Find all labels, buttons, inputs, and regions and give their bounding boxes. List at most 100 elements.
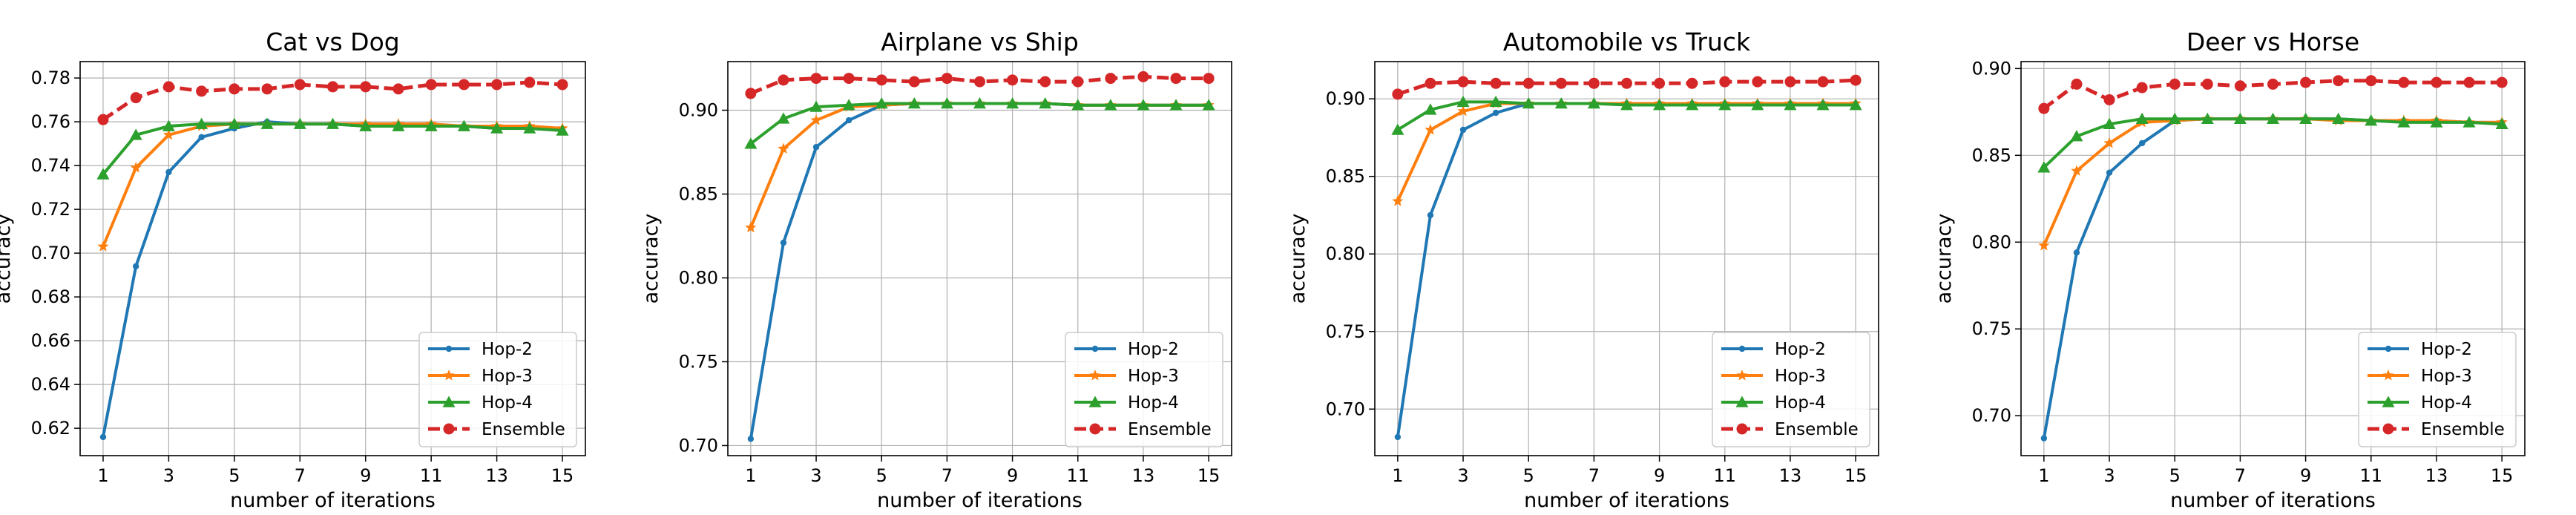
data-point-ensemble <box>1719 76 1731 88</box>
x-tick-label: 11 <box>1713 465 1736 486</box>
axes-frame <box>1374 61 1879 456</box>
data-point-ensemble <box>458 79 470 91</box>
data-point-hop-4 <box>1489 95 1502 108</box>
data-point-hop-4 <box>1751 99 1764 111</box>
chart-title: Cat vs Dog <box>266 27 399 56</box>
data-point-ensemble <box>1392 88 1404 100</box>
data-point-hop-4 <box>1071 99 1085 111</box>
legend-box <box>2358 332 2517 447</box>
data-point-ensemble <box>1457 76 1469 88</box>
x-tick-label: 5 <box>2169 465 2181 486</box>
data-point-ensemble <box>2463 76 2475 88</box>
data-point-hop-4 <box>2037 161 2051 173</box>
data-point-hop-2 <box>198 134 205 140</box>
y-tick-label: 0.75 <box>1972 318 2011 339</box>
series-hop-3 <box>2038 113 2508 251</box>
data-point-hop-4 <box>2201 112 2214 124</box>
legend-marker <box>445 345 453 352</box>
legend-marker <box>1089 423 1101 435</box>
data-point-ensemble <box>2300 76 2312 88</box>
data-point-ensemble <box>1784 76 1796 88</box>
series-line-hop-3 <box>1396 102 1856 202</box>
data-point-hop-4 <box>809 100 823 112</box>
legend-label: Hop-2 <box>482 340 533 359</box>
chart-panel-1: 1 3 5 7 9 11 13 150.620.640.660.680.700.720.740… <box>0 27 586 512</box>
data-point-hop-4 <box>907 96 921 109</box>
data-point-hop-4 <box>875 96 888 109</box>
x-tick-label: 13 <box>1779 465 1802 486</box>
legend-label: Hop-3 <box>1775 367 1826 386</box>
data-point-ensemble <box>327 81 338 93</box>
data-point-ensemble <box>2201 78 2213 90</box>
y-tick-label: 0.90 <box>1326 88 1365 109</box>
x-tick-label: 1 <box>2038 465 2049 486</box>
data-point-ensemble <box>1105 73 1117 85</box>
data-point-hop-4 <box>129 128 142 140</box>
data-point-hop-4 <box>2430 116 2443 128</box>
data-point-hop-2 <box>99 433 107 441</box>
data-point-ensemble <box>2496 76 2508 88</box>
data-point-hop-3 <box>1392 195 1404 206</box>
x-tick-label: 9 <box>1007 465 1018 486</box>
data-point-ensemble <box>1007 74 1019 86</box>
data-point-hop-4 <box>1522 96 1535 109</box>
x-axis-label: number of iterations <box>877 489 1082 512</box>
data-point-hop-4 <box>2135 112 2149 124</box>
x-tick-label: 3 <box>810 465 821 486</box>
data-point-hop-3 <box>97 240 109 252</box>
x-tick-label: 15 <box>551 465 574 486</box>
data-point-hop-4 <box>1006 96 1019 109</box>
data-point-ensemble <box>524 76 536 88</box>
data-point-hop-4 <box>523 122 536 134</box>
data-point-hop-2 <box>812 144 820 151</box>
y-tick-label: 0.85 <box>679 184 718 205</box>
data-point-ensemble <box>2267 78 2278 90</box>
data-point-hop-4 <box>293 117 306 129</box>
x-tick-label: 3 <box>1457 465 1468 486</box>
legend-marker <box>1735 396 1749 407</box>
series-hop-4 <box>744 96 1215 149</box>
data-point-hop-4 <box>1424 103 1437 115</box>
legend-box <box>1065 332 1223 447</box>
series-ensemble <box>1392 74 1862 100</box>
data-point-ensemble <box>875 74 887 86</box>
legend-marker <box>1736 423 1748 435</box>
data-point-hop-4 <box>2495 117 2508 130</box>
series-ensemble <box>745 70 1215 99</box>
data-point-hop-4 <box>96 168 110 180</box>
data-point-hop-2 <box>2073 249 2080 256</box>
legend-item-hop-2: Hop-2 <box>1074 340 1179 359</box>
data-point-ensemble <box>974 76 985 88</box>
data-point-hop-2 <box>1492 109 1499 117</box>
x-tick-label: 1 <box>1392 465 1403 486</box>
data-point-ensemble <box>97 114 109 125</box>
y-tick-label: 0.70 <box>1972 405 2011 426</box>
legend-label: Ensemble <box>1128 420 1212 439</box>
y-axis-label: accuracy <box>0 214 15 304</box>
data-point-ensemble <box>425 79 437 91</box>
legend-item-hop-2: Hop-2 <box>2368 340 2472 359</box>
data-point-hop-4 <box>1620 99 1633 111</box>
y-tick-label: 0.74 <box>31 155 70 176</box>
data-point-ensemble <box>2071 78 2083 90</box>
y-tick-label: 0.75 <box>1326 321 1365 342</box>
data-point-ensemble <box>2038 102 2050 114</box>
legend-label: Hop-2 <box>2421 340 2472 359</box>
x-axis-label: number of iterations <box>1524 489 1729 512</box>
data-point-hop-3 <box>1457 105 1469 117</box>
data-point-ensemble <box>162 81 174 93</box>
data-point-ensemble <box>2398 76 2410 88</box>
data-point-ensemble <box>1621 77 1632 89</box>
data-point-hop-2 <box>1459 126 1467 134</box>
y-tick-label: 0.75 <box>679 351 718 372</box>
legend-label: Hop-4 <box>1128 393 1179 413</box>
data-point-hop-4 <box>1039 96 1052 109</box>
legend-label: Hop-2 <box>1128 340 1179 359</box>
legend-item-hop-3: Hop-3 <box>1721 367 1826 386</box>
series-line-hop-3 <box>2043 117 2503 246</box>
data-point-hop-4 <box>2233 112 2247 124</box>
data-point-ensemble <box>810 73 822 85</box>
legend-item-ensemble: Ensemble <box>2368 420 2505 439</box>
x-tick-label: 1 <box>745 465 756 486</box>
data-point-hop-3 <box>2071 165 2083 176</box>
